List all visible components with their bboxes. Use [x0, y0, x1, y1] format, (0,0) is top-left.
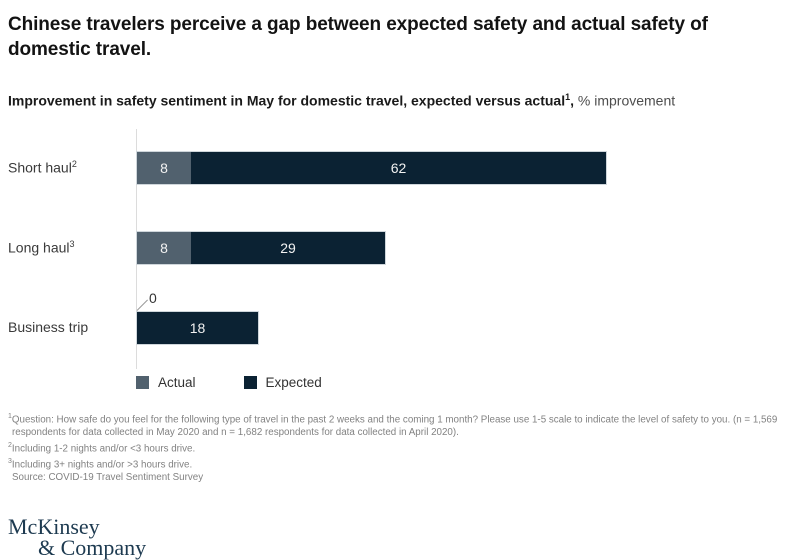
- bar-stack: 8 62: [136, 150, 607, 185]
- legend-label-expected: Expected: [265, 374, 322, 390]
- chart-subtitle: Improvement in safety sentiment in May f…: [8, 92, 792, 109]
- footnote-marker: 1: [8, 412, 12, 420]
- bar-segment-actual: 8: [137, 151, 191, 184]
- bar-area: 8 29: [136, 209, 792, 289]
- bar-value-label: 8: [160, 159, 168, 176]
- chart-row-long-haul: Long haul3 8 29: [8, 209, 792, 289]
- bar-stack: 18: [136, 310, 259, 345]
- subtitle-unit-label: % improvement: [574, 92, 676, 109]
- legend-item-actual: Actual: [136, 375, 196, 390]
- bar-value-label: 62: [390, 159, 407, 176]
- legend-swatch-expected: [243, 375, 257, 389]
- bar-segment-expected: 62: [191, 151, 606, 184]
- mckinsey-logo: McKinsey & Company: [8, 514, 792, 560]
- bar-value-label: 29: [280, 239, 296, 256]
- chart-legend: Actual Expected: [136, 375, 792, 390]
- bar-value-label: 8: [160, 239, 168, 256]
- logo-line-1: McKinsey: [8, 514, 100, 540]
- category-footnote-marker: 3: [69, 238, 75, 249]
- chart-row-business-trip: Business trip 0 18: [8, 289, 792, 369]
- category-label: Long haul3: [8, 238, 75, 256]
- bar-segment-expected: 18: [137, 311, 258, 344]
- subtitle-comma: ,: [570, 92, 574, 109]
- footnote-marker: 2: [8, 441, 12, 449]
- zero-leader-line: [136, 299, 148, 311]
- chart-rows: Short haul2 8 62 Long haul3 8 29 Business trip…: [8, 128, 792, 369]
- subtitle-bold-text: Improvement in safety sentiment in May f…: [8, 92, 566, 109]
- source-line: Source: COVID-19 Travel Sentiment Survey: [12, 472, 204, 484]
- logo-line-2: & Company: [38, 535, 147, 560]
- footnote: 2Including 1-2 nights and/or <3 hours dr…: [8, 441, 196, 455]
- source-line-wrap: Source: COVID-19 Travel Sentiment Survey: [8, 471, 782, 484]
- legend-item-expected: Expected: [243, 374, 322, 390]
- legend-swatch-actual: [136, 375, 149, 389]
- footnote: 1Question: How safe do you feel for the …: [8, 412, 778, 438]
- category-label: Business trip: [8, 318, 89, 335]
- bar-value-label: 18: [189, 319, 206, 336]
- bar-chart: Short haul2 8 62 Long haul3 8 29 Business trip…: [8, 128, 792, 390]
- bar-area: 0 18: [136, 289, 792, 369]
- bar-segment-expected: 29: [191, 231, 385, 264]
- zero-value-label: 0: [149, 289, 157, 306]
- legend-label-actual: Actual: [158, 374, 196, 390]
- category-footnote-marker: 2: [71, 158, 77, 169]
- footnotes: 1Question: How safe do you feel for the …: [8, 410, 782, 472]
- category-label: Short haul2: [8, 158, 77, 176]
- bar-area: 8 62: [136, 129, 792, 209]
- subtitle-footnote-marker: 1: [565, 92, 571, 102]
- chart-row-short-haul: Short haul2 8 62: [8, 129, 792, 209]
- footnote-marker: 3: [8, 458, 12, 466]
- bar-segment-actual: 8: [137, 231, 191, 264]
- bar-stack: 8 29: [136, 230, 386, 265]
- page-title: Chinese travelers perceive a gap between…: [8, 14, 708, 60]
- footnote: 3Including 3+ nights and/or >3 hours dri…: [8, 458, 193, 471]
